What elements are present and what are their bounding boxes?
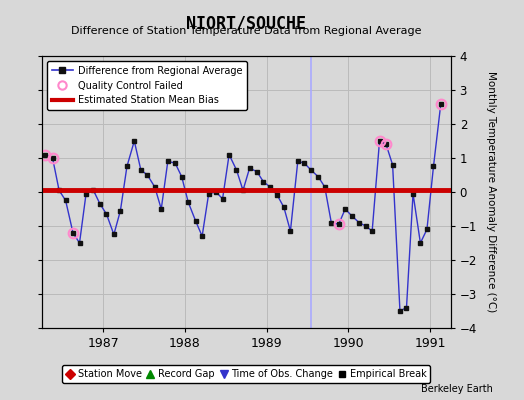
Text: Berkeley Earth: Berkeley Earth — [421, 384, 493, 394]
Text: Difference of Station Temperature Data from Regional Average: Difference of Station Temperature Data f… — [71, 26, 421, 36]
Legend: Station Move, Record Gap, Time of Obs. Change, Empirical Break: Station Move, Record Gap, Time of Obs. C… — [62, 365, 430, 383]
Y-axis label: Monthly Temperature Anomaly Difference (°C): Monthly Temperature Anomaly Difference (… — [486, 71, 496, 313]
Text: NIORT/SOUCHE: NIORT/SOUCHE — [186, 14, 307, 32]
